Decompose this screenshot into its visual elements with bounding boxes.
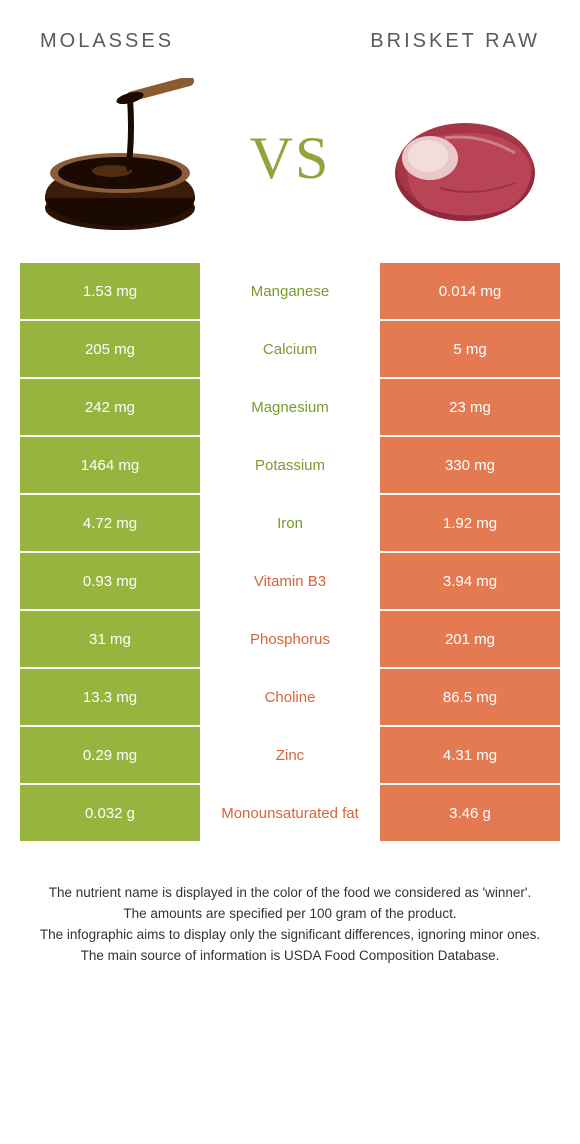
nutrient-name: Manganese <box>200 263 380 319</box>
right-value: 3.94 mg <box>380 553 560 609</box>
right-value: 1.92 mg <box>380 495 560 551</box>
footnote-line: The amounts are specified per 100 gram o… <box>30 904 550 925</box>
table-row: 1.53 mgManganese0.014 mg <box>20 263 560 319</box>
left-value: 1464 mg <box>20 437 200 493</box>
nutrient-name: Calcium <box>200 321 380 377</box>
right-value: 3.46 g <box>380 785 560 841</box>
nutrient-name: Magnesium <box>200 379 380 435</box>
table-row: 31 mgPhosphorus201 mg <box>20 611 560 667</box>
right-value: 330 mg <box>380 437 560 493</box>
left-value: 4.72 mg <box>20 495 200 551</box>
nutrient-name: Choline <box>200 669 380 725</box>
left-value: 0.29 mg <box>20 727 200 783</box>
left-value: 31 mg <box>20 611 200 667</box>
table-row: 0.032 gMonounsaturated fat3.46 g <box>20 785 560 841</box>
table-row: 0.93 mgVitamin B33.94 mg <box>20 553 560 609</box>
right-value: 0.014 mg <box>380 263 560 319</box>
table-row: 205 mgCalcium5 mg <box>20 321 560 377</box>
table-row: 242 mgMagnesium23 mg <box>20 379 560 435</box>
nutrient-name: Vitamin B3 <box>200 553 380 609</box>
footnote-line: The nutrient name is displayed in the co… <box>30 883 550 904</box>
nutrient-name: Phosphorus <box>200 611 380 667</box>
brisket-image <box>370 78 550 238</box>
left-value: 13.3 mg <box>20 669 200 725</box>
footnote-line: The main source of information is USDA F… <box>30 946 550 967</box>
vs-label: VS <box>250 124 331 193</box>
nutrient-name: Potassium <box>200 437 380 493</box>
molasses-image <box>30 78 210 238</box>
right-value: 4.31 mg <box>380 727 560 783</box>
table-row: 4.72 mgIron1.92 mg <box>20 495 560 551</box>
right-value: 23 mg <box>380 379 560 435</box>
hero-row: VS <box>0 63 580 263</box>
nutrient-name: Iron <box>200 495 380 551</box>
left-value: 0.032 g <box>20 785 200 841</box>
right-value: 86.5 mg <box>380 669 560 725</box>
left-value: 0.93 mg <box>20 553 200 609</box>
left-food-title: MOLASSES <box>40 30 174 53</box>
table-row: 1464 mgPotassium330 mg <box>20 437 560 493</box>
left-value: 1.53 mg <box>20 263 200 319</box>
right-value: 5 mg <box>380 321 560 377</box>
right-value: 201 mg <box>380 611 560 667</box>
header: MOLASSES BRISKET RAW <box>0 0 580 63</box>
left-value: 242 mg <box>20 379 200 435</box>
left-value: 205 mg <box>20 321 200 377</box>
footnote-line: The infographic aims to display only the… <box>30 925 550 946</box>
nutrient-name: Monounsaturated fat <box>200 785 380 841</box>
right-food-title: BRISKET RAW <box>370 30 540 53</box>
table-row: 13.3 mgCholine86.5 mg <box>20 669 560 725</box>
comparison-table: 1.53 mgManganese0.014 mg205 mgCalcium5 m… <box>0 263 580 841</box>
nutrient-name: Zinc <box>200 727 380 783</box>
footnotes: The nutrient name is displayed in the co… <box>0 843 580 987</box>
table-row: 0.29 mgZinc4.31 mg <box>20 727 560 783</box>
